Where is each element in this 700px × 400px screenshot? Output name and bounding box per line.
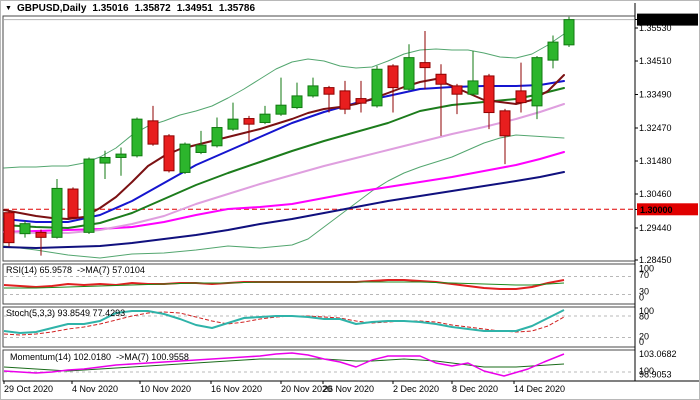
stoch-axis-label: 80 bbox=[639, 312, 649, 322]
candle-body bbox=[243, 118, 255, 125]
candle-body bbox=[179, 143, 191, 173]
candle-body bbox=[227, 118, 239, 130]
momentum-ma-line bbox=[3, 358, 565, 372]
price-axis-label: 1.30000 bbox=[640, 205, 673, 215]
chart-header: ▼ GBPUSD,Daily 1.35016 1.35872 1.34951 1… bbox=[5, 2, 261, 14]
time-axis-label: 29 Oct 2020 bbox=[4, 384, 53, 394]
candle-body bbox=[3, 212, 15, 244]
ohlc-high-value: 1.35872 bbox=[134, 2, 171, 14]
candle-body bbox=[19, 223, 31, 235]
candle-body bbox=[131, 118, 143, 157]
candle-body bbox=[83, 158, 95, 233]
time-axis-label: 16 Nov 2020 bbox=[211, 384, 262, 394]
candle-body bbox=[67, 188, 79, 218]
candle-body bbox=[99, 156, 111, 164]
ohlc-close-value: 1.35786 bbox=[218, 2, 256, 14]
candle-body bbox=[435, 73, 447, 85]
rsi-axis-label: 30 bbox=[639, 287, 649, 297]
ma-violet-medium bbox=[3, 103, 565, 234]
time-axis-label: 20 Nov 2020 bbox=[281, 384, 332, 394]
candle-body bbox=[451, 85, 463, 95]
momentum-axis-label: 98.9053 bbox=[639, 370, 672, 380]
candle-body bbox=[195, 144, 207, 153]
candle-body bbox=[355, 98, 367, 104]
candle-body bbox=[467, 80, 479, 95]
candle-body bbox=[259, 113, 271, 124]
candle-body bbox=[323, 87, 335, 95]
level-price-badge bbox=[637, 203, 698, 216]
candle-body bbox=[339, 90, 351, 110]
bollinger-lower-band bbox=[3, 134, 565, 259]
momentum-line bbox=[3, 352, 565, 377]
time-axis-label: 2 Dec 2020 bbox=[393, 384, 439, 394]
candle-body bbox=[403, 57, 415, 90]
candle-body bbox=[483, 75, 495, 114]
rsi-ma-line bbox=[4, 281, 565, 289]
candle-body bbox=[163, 135, 175, 172]
candle-body bbox=[515, 90, 527, 104]
candle-body bbox=[115, 153, 127, 158]
price-axis-label: 1.29440 bbox=[639, 223, 672, 233]
stoch-axis-label: 100 bbox=[639, 306, 654, 316]
momentum-axis-label: 103.0682 bbox=[639, 349, 677, 359]
candle-body bbox=[51, 187, 63, 238]
price-axis-label: 1.33490 bbox=[639, 90, 672, 100]
current-price-badge bbox=[637, 13, 698, 26]
time-axis-label: 26 Nov 2020 bbox=[323, 384, 374, 394]
time-axis-label: 14 Dec 2020 bbox=[514, 384, 565, 394]
candle-body bbox=[371, 68, 383, 107]
ma-navy-slowest bbox=[3, 171, 565, 249]
stoch-axis-label: 20 bbox=[639, 332, 649, 342]
stoch-main-line bbox=[3, 309, 565, 334]
candle-body bbox=[307, 85, 319, 97]
candle-body bbox=[499, 110, 511, 137]
ohlc-open-value: 1.35016 bbox=[92, 2, 129, 14]
candle-body bbox=[547, 41, 559, 61]
rsi-axis-label: 100 bbox=[639, 264, 654, 274]
candle-body bbox=[147, 120, 159, 145]
candle-body bbox=[35, 231, 47, 238]
price-axis-label: 1.28450 bbox=[639, 255, 672, 265]
candle-body bbox=[419, 62, 431, 69]
symbol-dropdown-icon[interactable]: ▼ bbox=[5, 4, 12, 12]
price-axis-label: 1.32470 bbox=[639, 123, 672, 133]
price-axis-label: 1.31480 bbox=[639, 156, 672, 166]
candle-body bbox=[291, 95, 303, 109]
price-axis-label: 1.35786 bbox=[640, 15, 673, 25]
candle-body bbox=[563, 19, 575, 46]
rsi-axis-label: 70 bbox=[639, 270, 649, 280]
candle-body bbox=[531, 57, 543, 107]
candle-body bbox=[387, 65, 399, 89]
stoch-panel[interactable] bbox=[2, 306, 636, 348]
price-axis-label: 1.35530 bbox=[639, 23, 672, 33]
ohlc-low-value: 1.34951 bbox=[176, 2, 213, 14]
price-axis-label: 1.34510 bbox=[639, 56, 672, 66]
momentum-axis-label: 100 bbox=[639, 366, 654, 376]
rsi-axis-label: 0 bbox=[639, 293, 644, 303]
bollinger-upper-band bbox=[3, 33, 565, 169]
time-axis-label: 10 Nov 2020 bbox=[140, 384, 191, 394]
time-axis-label: 4 Nov 2020 bbox=[72, 384, 118, 394]
candle-body bbox=[275, 104, 287, 115]
time-axis-label: 8 Dec 2020 bbox=[452, 384, 498, 394]
candle-body bbox=[211, 127, 223, 147]
chart-symbol-title: GBPUSD,Daily bbox=[16, 2, 87, 14]
price-axis-label: 1.30460 bbox=[639, 189, 672, 199]
stoch-axis-label: 0 bbox=[639, 337, 644, 347]
